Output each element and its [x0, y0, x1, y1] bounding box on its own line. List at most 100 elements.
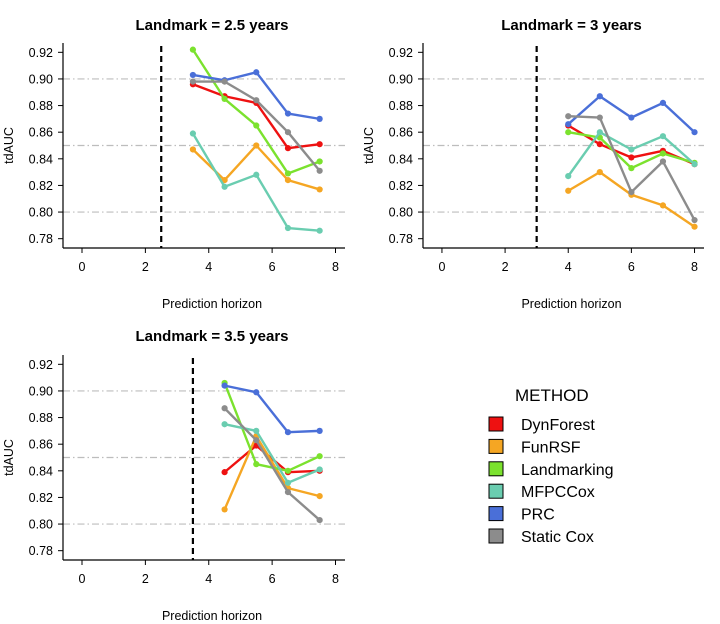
x-tick-label: 6: [628, 260, 635, 274]
data-point: [284, 129, 292, 136]
data-point: [659, 150, 667, 157]
y-tick-label: 0.82: [29, 179, 53, 193]
panel-title: Landmark = 3.5 years: [135, 328, 288, 345]
y-tick-label: 0.90: [389, 72, 413, 86]
data-point: [691, 129, 698, 136]
y-tick-label: 0.80: [29, 518, 53, 532]
data-point: [221, 177, 228, 184]
y-tick-label: 0.82: [29, 491, 53, 505]
legend-item-funrsf: FunRSF: [488, 438, 581, 456]
series-mfpccox: [565, 129, 698, 180]
legend-label: PRC: [521, 507, 555, 524]
legend-item-dynforest: DynForest: [488, 416, 595, 434]
series-line: [223, 407, 321, 521]
data-point: [253, 171, 260, 178]
data-point: [596, 141, 603, 148]
data-point: [253, 461, 260, 468]
data-point: [221, 469, 228, 476]
y-tick-label: 0.92: [29, 46, 53, 60]
legend-swatch: [488, 506, 504, 522]
x-tick-label: 6: [269, 572, 276, 586]
data-point: [189, 146, 197, 153]
y-tick-label: 0.92: [29, 358, 53, 372]
x-tick-label: 8: [332, 260, 339, 274]
chart-panel-1: Landmark = 2.5 years 0.78 0.80 0.82 0.84 0.86…: [2, 17, 345, 311]
legend-title: METHOD: [515, 386, 589, 405]
data-point: [253, 69, 260, 76]
data-point: [221, 421, 228, 428]
data-point: [221, 78, 228, 85]
data-point: [221, 382, 228, 389]
data-point: [189, 130, 197, 137]
data-point: [565, 113, 572, 120]
legend-label: Static Cox: [521, 529, 594, 546]
series-funrsf: [221, 433, 323, 513]
y-tick-label: 0.82: [389, 179, 413, 193]
series-line: [223, 435, 320, 510]
data-point: [189, 46, 197, 53]
data-point: [284, 110, 292, 117]
y-tick-label: 0.88: [29, 99, 53, 113]
y-tick-label: 0.78: [29, 544, 53, 558]
data-point: [628, 146, 635, 153]
series-static-cox: [189, 78, 323, 174]
data-point: [284, 224, 292, 232]
data-point: [316, 493, 323, 500]
x-axis-label: Prediction horizon: [521, 297, 621, 311]
legend-swatch: [488, 438, 504, 454]
x-tick-label: 8: [332, 572, 339, 586]
data-point: [284, 429, 292, 436]
y-tick-label: 0.90: [29, 72, 53, 86]
chart-panel-2: Landmark = 3 years 0.78 0.80 0.82 0.84 0.86 0.…: [362, 17, 704, 311]
data-point: [316, 227, 323, 234]
y-tick-label: 0.84: [29, 152, 53, 166]
data-point: [628, 165, 635, 172]
series-line: [224, 423, 321, 484]
legend-label: Landmarking: [521, 462, 614, 479]
x-tick-label: 4: [565, 260, 572, 274]
x-tick-label: 8: [691, 260, 698, 274]
series-landmarking: [189, 46, 323, 177]
series-static-cox: [565, 113, 698, 224]
data-point: [659, 202, 667, 209]
series-mfpccox: [189, 130, 323, 234]
y-axis-label: tdAUC: [2, 127, 16, 164]
data-point: [628, 188, 635, 196]
x-tick-label: 0: [438, 260, 445, 274]
data-point: [316, 466, 323, 473]
data-point: [565, 129, 572, 136]
panel-title: Landmark = 2.5 years: [135, 17, 288, 34]
data-point: [628, 114, 635, 121]
data-point: [316, 167, 323, 174]
y-tick-label: 0.80: [29, 206, 53, 220]
y-tick-label: 0.86: [29, 126, 53, 140]
legend-swatch: [488, 528, 504, 544]
x-tick-label: 0: [79, 572, 86, 586]
legend-label: FunRSF: [521, 439, 581, 456]
data-point: [691, 216, 698, 224]
y-axis-label: tdAUC: [362, 127, 376, 164]
legend-swatch: [488, 461, 504, 477]
panels: Landmark = 2.5 years 0.78 0.80 0.82 0.84 0.86…: [2, 17, 704, 623]
legend-item-mfpccox: MFPCCox: [488, 483, 595, 501]
data-point: [221, 506, 228, 513]
data-point: [316, 516, 323, 524]
x-tick-label: 2: [142, 260, 149, 274]
data-point: [189, 78, 197, 85]
series-line: [224, 384, 320, 434]
series-dynforest: [565, 122, 698, 168]
legend-item-prc: PRC: [488, 506, 555, 524]
data-point: [316, 158, 323, 165]
data-point: [659, 99, 667, 107]
series-line: [567, 95, 696, 134]
x-tick-label: 2: [142, 572, 149, 586]
data-point: [253, 427, 260, 434]
data-point: [316, 186, 323, 193]
data-point: [253, 389, 260, 396]
legend-swatch: [488, 416, 504, 432]
data-point: [284, 145, 292, 152]
series-line: [191, 49, 321, 175]
y-tick-label: 0.80: [389, 206, 413, 220]
data-point: [189, 71, 197, 79]
data-point: [565, 173, 572, 180]
